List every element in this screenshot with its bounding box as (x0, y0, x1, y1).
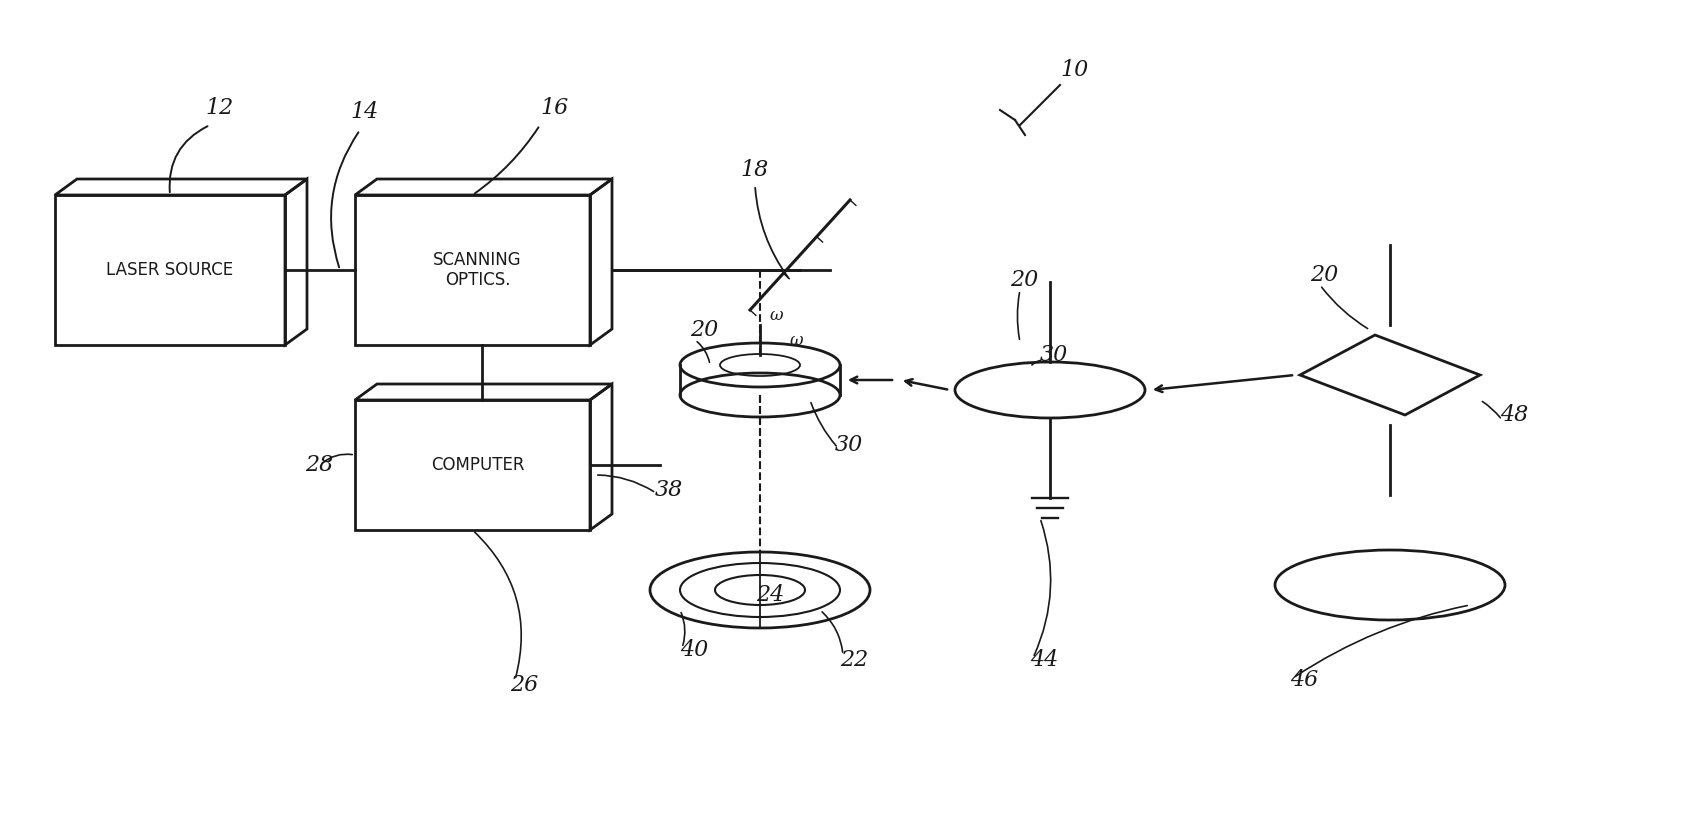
Text: 40: 40 (679, 639, 708, 661)
Text: ω: ω (769, 307, 783, 324)
Text: 20: 20 (1309, 264, 1338, 286)
Text: 44: 44 (1029, 649, 1058, 671)
Text: 26: 26 (509, 674, 538, 696)
Text: 16: 16 (540, 97, 567, 119)
Text: 24: 24 (756, 584, 784, 606)
Text: 20: 20 (1009, 269, 1037, 291)
Text: 28: 28 (306, 454, 333, 476)
Text: 38: 38 (655, 479, 683, 501)
Text: 30: 30 (1039, 344, 1068, 366)
Text: 14: 14 (350, 101, 379, 123)
Text: 20: 20 (689, 319, 718, 341)
Text: COMPUTER: COMPUTER (431, 456, 525, 474)
Text: 10: 10 (1060, 59, 1088, 81)
Text: ω: ω (790, 332, 803, 349)
Text: LASER SOURCE: LASER SOURCE (107, 261, 233, 279)
Text: 18: 18 (740, 159, 767, 181)
Text: 12: 12 (205, 97, 233, 119)
Text: SCANNING
OPTICS.: SCANNING OPTICS. (433, 251, 521, 289)
Text: 22: 22 (839, 649, 868, 671)
Text: 48: 48 (1499, 404, 1527, 426)
Text: 46: 46 (1289, 669, 1318, 691)
Text: 30: 30 (834, 434, 863, 456)
